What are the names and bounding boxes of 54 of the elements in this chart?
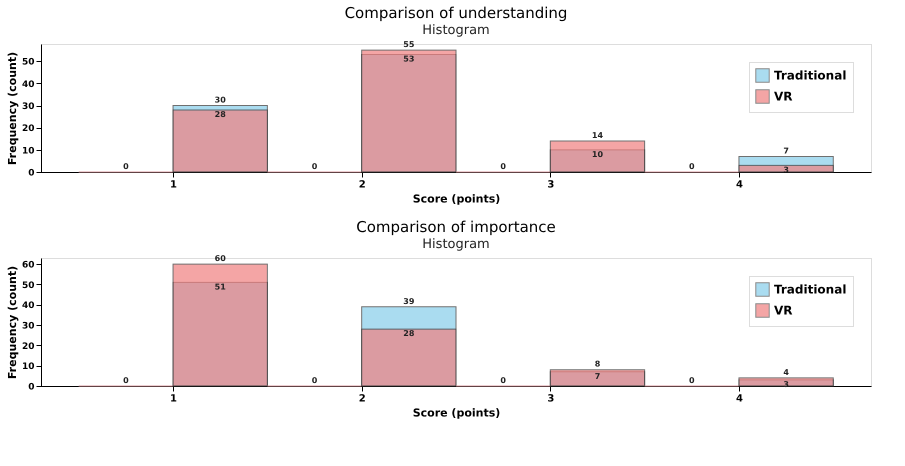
x-axis-title: Score (points) xyxy=(412,406,500,420)
y-tick-label: 30 xyxy=(22,322,34,332)
data-label: 30 xyxy=(214,96,226,105)
y-tick-label: 0 xyxy=(28,168,34,178)
data-label: 7 xyxy=(783,146,789,156)
data-label: 8 xyxy=(594,360,601,369)
chart-subtitle: Histogram xyxy=(422,23,490,38)
data-label: 60 xyxy=(214,254,226,264)
y-tick-label: 20 xyxy=(22,124,34,134)
x-tick-label: 3 xyxy=(547,394,554,404)
x-tick-label: 1 xyxy=(170,394,178,404)
x-tick-label: 3 xyxy=(547,180,554,190)
data-label: 51 xyxy=(214,282,226,292)
x-axis-title: Score (points) xyxy=(412,192,500,206)
y-tick-label: 50 xyxy=(22,58,34,68)
x-tick-label: 2 xyxy=(358,394,366,404)
legend-label: Traditional xyxy=(774,282,846,296)
x-tick-label: 4 xyxy=(736,180,743,190)
data-label: 0 xyxy=(500,376,506,385)
data-label: 0 xyxy=(500,162,506,171)
x-tick-label: 4 xyxy=(736,394,743,404)
chart-subtitle: Histogram xyxy=(422,237,490,252)
data-label: 0 xyxy=(689,162,696,171)
data-label: 0 xyxy=(689,376,696,385)
x-tick-label: 1 xyxy=(170,180,178,190)
data-label: 0 xyxy=(123,162,130,171)
y-tick-label: 10 xyxy=(22,362,34,372)
y-tick-label: 0 xyxy=(28,382,34,392)
y-tick-label: 40 xyxy=(22,301,34,312)
data-label: 10 xyxy=(592,150,604,159)
legend-label: Traditional xyxy=(774,68,846,82)
y-tick-label: 60 xyxy=(22,260,34,271)
data-label: 0 xyxy=(312,162,318,171)
x-tick-label: 2 xyxy=(358,180,366,190)
data-label: 55 xyxy=(403,40,415,50)
data-label: 0 xyxy=(123,376,130,385)
chart-title: Comparison of importance xyxy=(356,218,556,236)
y-tick-label: 50 xyxy=(22,280,34,291)
data-label: 28 xyxy=(403,329,415,338)
y-tick-label: 20 xyxy=(22,342,34,352)
data-label: 39 xyxy=(403,296,415,306)
data-label: 4 xyxy=(783,368,790,377)
y-axis-title: Frequency (count) xyxy=(6,52,19,166)
data-label: 28 xyxy=(214,110,226,119)
legend-label: VR xyxy=(774,304,793,318)
y-axis-title: Frequency (count) xyxy=(6,266,19,380)
data-label: 7 xyxy=(594,372,600,381)
data-label: 0 xyxy=(312,376,318,385)
y-tick-label: 30 xyxy=(22,102,34,112)
data-label: 14 xyxy=(592,130,604,140)
chart-title: Comparison of understanding xyxy=(344,4,568,22)
y-tick-label: 40 xyxy=(22,80,34,90)
y-tick-label: 10 xyxy=(22,146,34,156)
legend-label: VR xyxy=(774,90,793,104)
